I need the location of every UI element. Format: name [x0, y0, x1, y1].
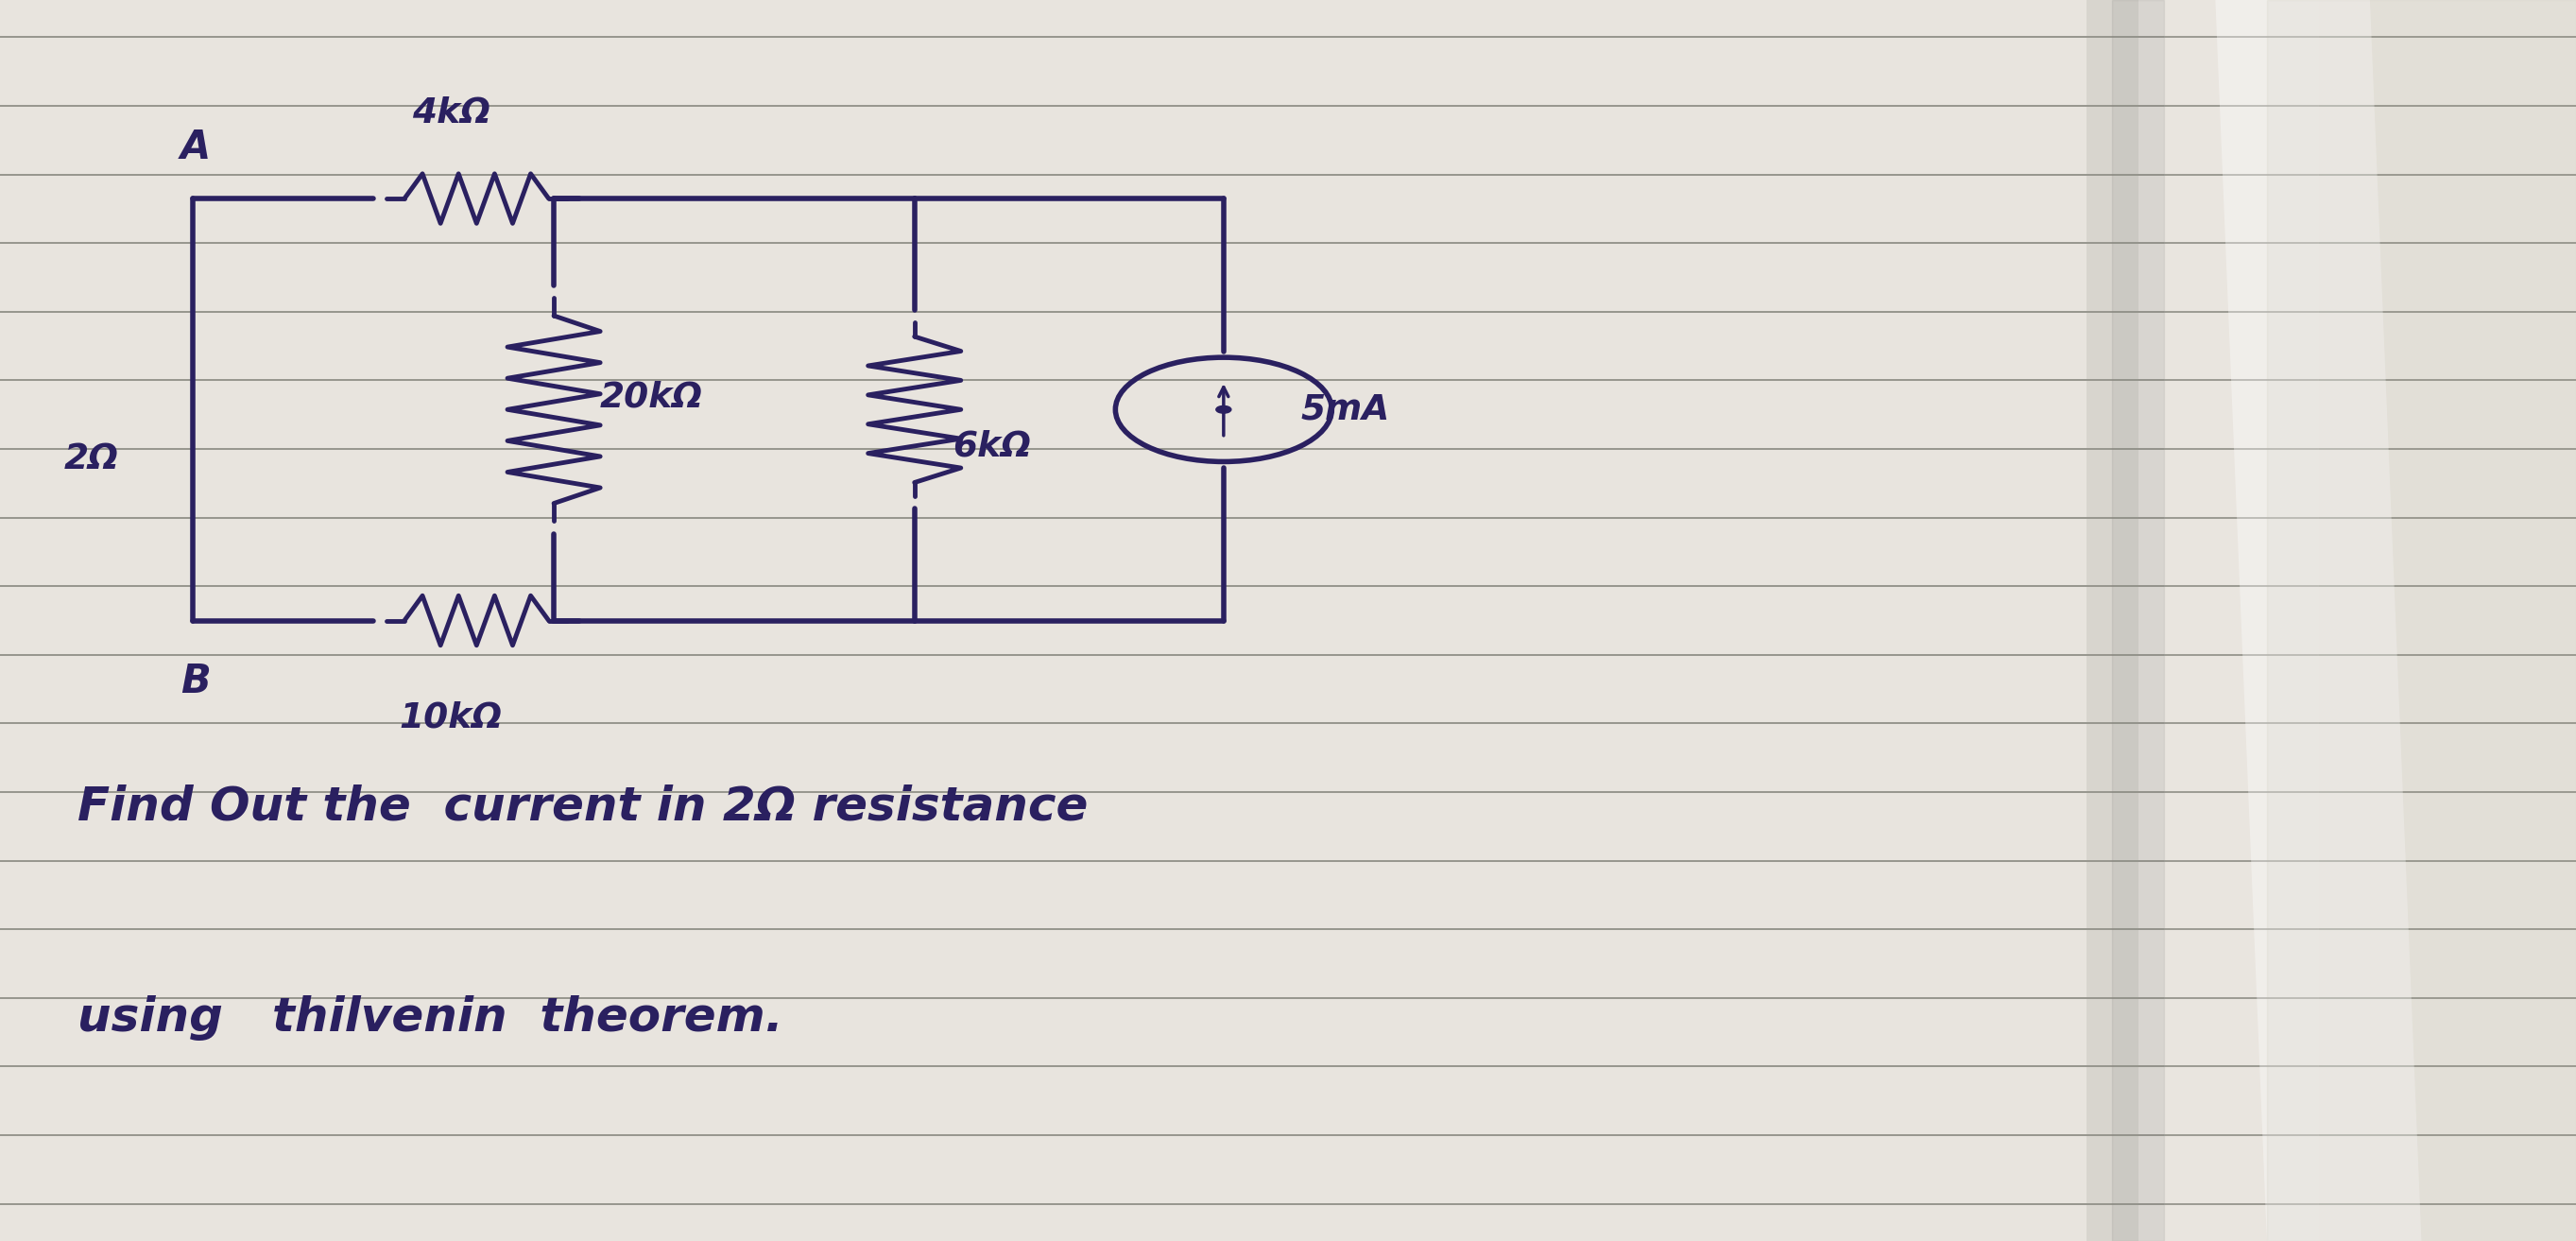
Text: 5mA: 5mA [1301, 392, 1391, 427]
Bar [2164, 0, 2318, 1241]
Text: 2Ω: 2Ω [64, 442, 118, 477]
Text: using   thilvenin  theorem.: using thilvenin theorem. [77, 995, 783, 1040]
Bar [2112, 0, 2164, 1241]
Text: 10kΩ: 10kΩ [399, 701, 502, 735]
Bar [2267, 0, 2576, 1241]
Polygon shape [2215, 0, 2421, 1241]
Text: B: B [180, 661, 211, 701]
Text: 20kΩ: 20kΩ [600, 380, 703, 414]
Text: 6kΩ: 6kΩ [953, 429, 1030, 464]
Polygon shape [2087, 0, 2138, 1241]
Text: Find Out the  current in 2Ω resistance: Find Out the current in 2Ω resistance [77, 784, 1087, 829]
Text: 4kΩ: 4kΩ [412, 97, 489, 130]
Text: A: A [180, 128, 211, 168]
Circle shape [1216, 406, 1231, 413]
